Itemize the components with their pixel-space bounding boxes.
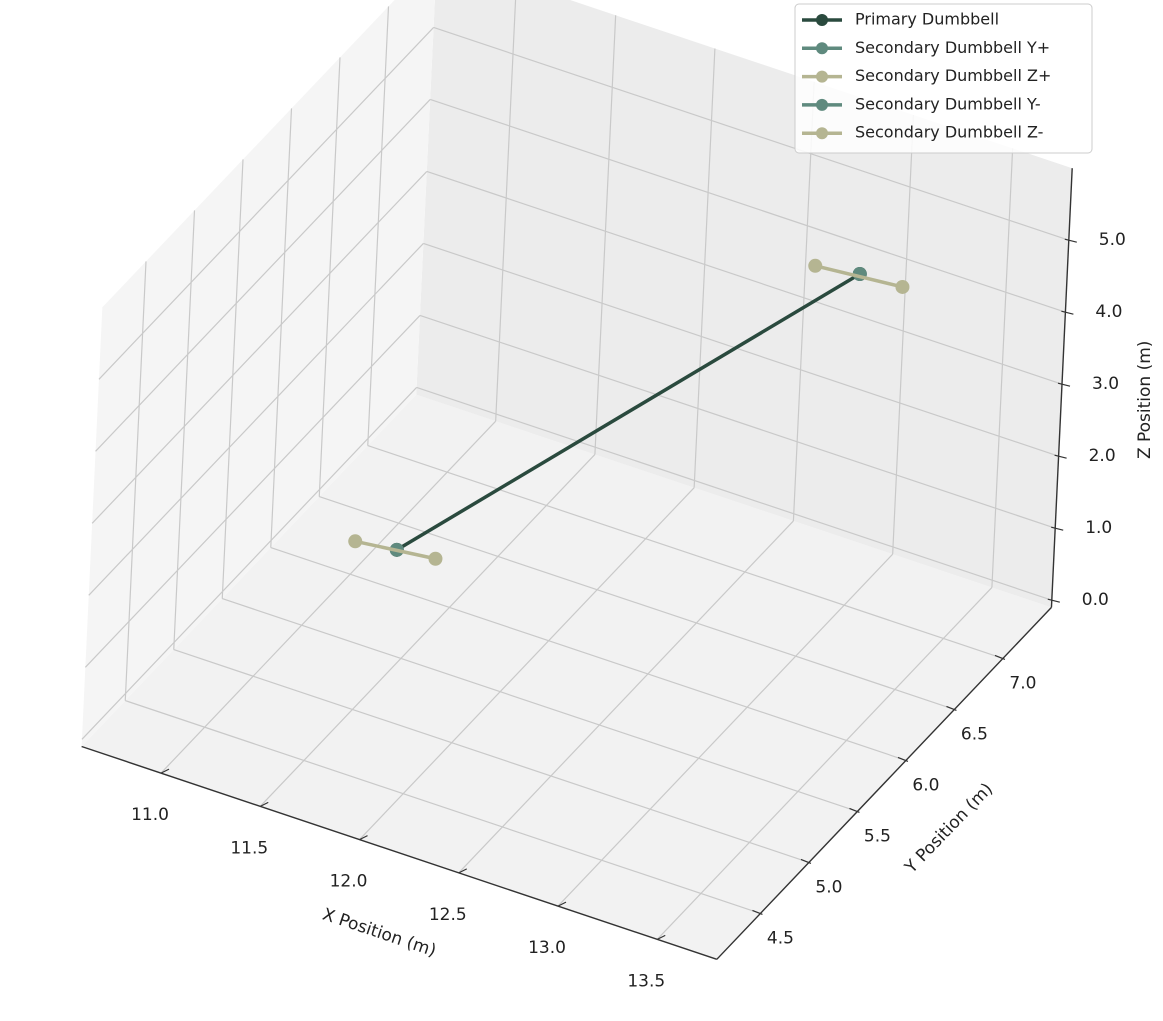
- grid-line: [221, 159, 244, 599]
- grid-line: [423, 242, 1059, 457]
- grid-line: [270, 108, 293, 548]
- grid-line: [91, 170, 428, 524]
- data-point: [348, 534, 363, 549]
- legend-marker: [816, 14, 828, 26]
- grid-line: [95, 98, 431, 452]
- y-axis-line: [716, 606, 1052, 960]
- x-tick: [359, 835, 368, 841]
- legend-label: Primary Dumbbell: [855, 10, 999, 29]
- grid-line: [173, 210, 196, 650]
- grid-line: [270, 547, 907, 761]
- grid-line: [693, 48, 716, 488]
- grid-line: [419, 314, 1056, 529]
- x-tick: [656, 934, 666, 940]
- plot-area: [348, 258, 910, 566]
- x-tick-label: 11.0: [131, 805, 169, 825]
- data-point: [895, 279, 910, 294]
- grid-line: [594, 15, 617, 455]
- grid-line: [430, 98, 1066, 313]
- legend-label: Secondary Dumbbell Y+: [855, 38, 1050, 57]
- x-tick-label: 12.5: [429, 905, 467, 925]
- z-tick-label: 4.0: [1095, 302, 1122, 322]
- x-tick: [458, 868, 468, 874]
- grid-line: [433, 26, 1069, 241]
- legend-label: Secondary Dumbbell Y-: [855, 94, 1041, 113]
- floor-pane: [81, 394, 1052, 960]
- series-line: [395, 272, 861, 552]
- x-tick-label: 11.5: [230, 838, 268, 858]
- legend-marker: [816, 70, 828, 83]
- x-axis-line: [81, 745, 718, 960]
- z-tick: [1051, 526, 1064, 531]
- x-tick-label: 13.5: [627, 971, 665, 991]
- x-tick-label: 13.0: [528, 938, 566, 958]
- grid-line: [557, 553, 894, 907]
- data-point: [808, 258, 823, 273]
- y-tick-label: 7.0: [1009, 673, 1036, 693]
- grid-line: [991, 148, 1014, 588]
- series-line: [354, 539, 436, 561]
- x-tick: [259, 801, 269, 807]
- x-tick-label: 12.0: [330, 872, 368, 892]
- legend-label: Secondary Dumbbell Z+: [855, 66, 1051, 85]
- y-tick-label: 4.5: [767, 928, 794, 948]
- y-tick-label: 6.5: [961, 724, 988, 744]
- grid-line: [318, 57, 341, 497]
- grid: [81, 0, 1069, 940]
- grid-line: [426, 170, 1063, 385]
- grid-line: [367, 445, 1004, 659]
- z-tick-label: 3.0: [1092, 374, 1119, 394]
- legend-marker: [816, 127, 828, 140]
- grid-line: [416, 386, 1052, 601]
- grid-line: [81, 386, 418, 740]
- grid-line: [98, 26, 435, 380]
- grid-line: [259, 454, 596, 807]
- y-tick-label: 6.0: [912, 775, 939, 795]
- grid-line: [124, 261, 147, 701]
- grid-line: [495, 0, 517, 422]
- z-tick-label: 5.0: [1099, 230, 1126, 250]
- legend-label: Secondary Dumbbell Z-: [855, 123, 1043, 142]
- grid-line: [458, 520, 794, 874]
- z-tick-label: 0.0: [1082, 590, 1109, 610]
- grid-line: [359, 487, 695, 841]
- grid-line: [84, 314, 421, 668]
- z-tick: [1047, 598, 1060, 603]
- legend: Primary Dumbbell Secondary Dumbbell Y+ Sec…: [794, 3, 1093, 154]
- grid-line: [125, 700, 761, 914]
- y-tick-label: 5.0: [815, 877, 842, 897]
- x-tick: [160, 768, 170, 774]
- z-tick: [1061, 310, 1074, 315]
- grid-line: [792, 81, 815, 521]
- data-point: [428, 551, 443, 566]
- z-axis-label: Z Position (m): [1135, 341, 1155, 459]
- grid-line: [160, 420, 497, 774]
- x-tick: [557, 901, 567, 907]
- z-axis-line: [1050, 168, 1073, 608]
- grid-line: [173, 649, 810, 863]
- z-tick: [1057, 382, 1071, 387]
- series-line: [814, 264, 903, 289]
- y-tick-label: 5.5: [864, 826, 891, 846]
- legend-marker: [816, 42, 828, 55]
- z-tick: [1054, 454, 1067, 459]
- grid-line: [222, 598, 858, 812]
- z-tick-label: 2.0: [1089, 446, 1116, 466]
- z-tick-label: 1.0: [1085, 518, 1112, 538]
- x-axis-label: X Position (m): [320, 905, 439, 962]
- grid-line: [88, 242, 424, 596]
- legend-box: [794, 3, 1093, 154]
- grid-line: [656, 587, 993, 940]
- grid-line: [892, 114, 914, 555]
- legend-marker: [816, 98, 828, 111]
- grid-line: [367, 6, 390, 446]
- z-tick: [1064, 238, 1077, 243]
